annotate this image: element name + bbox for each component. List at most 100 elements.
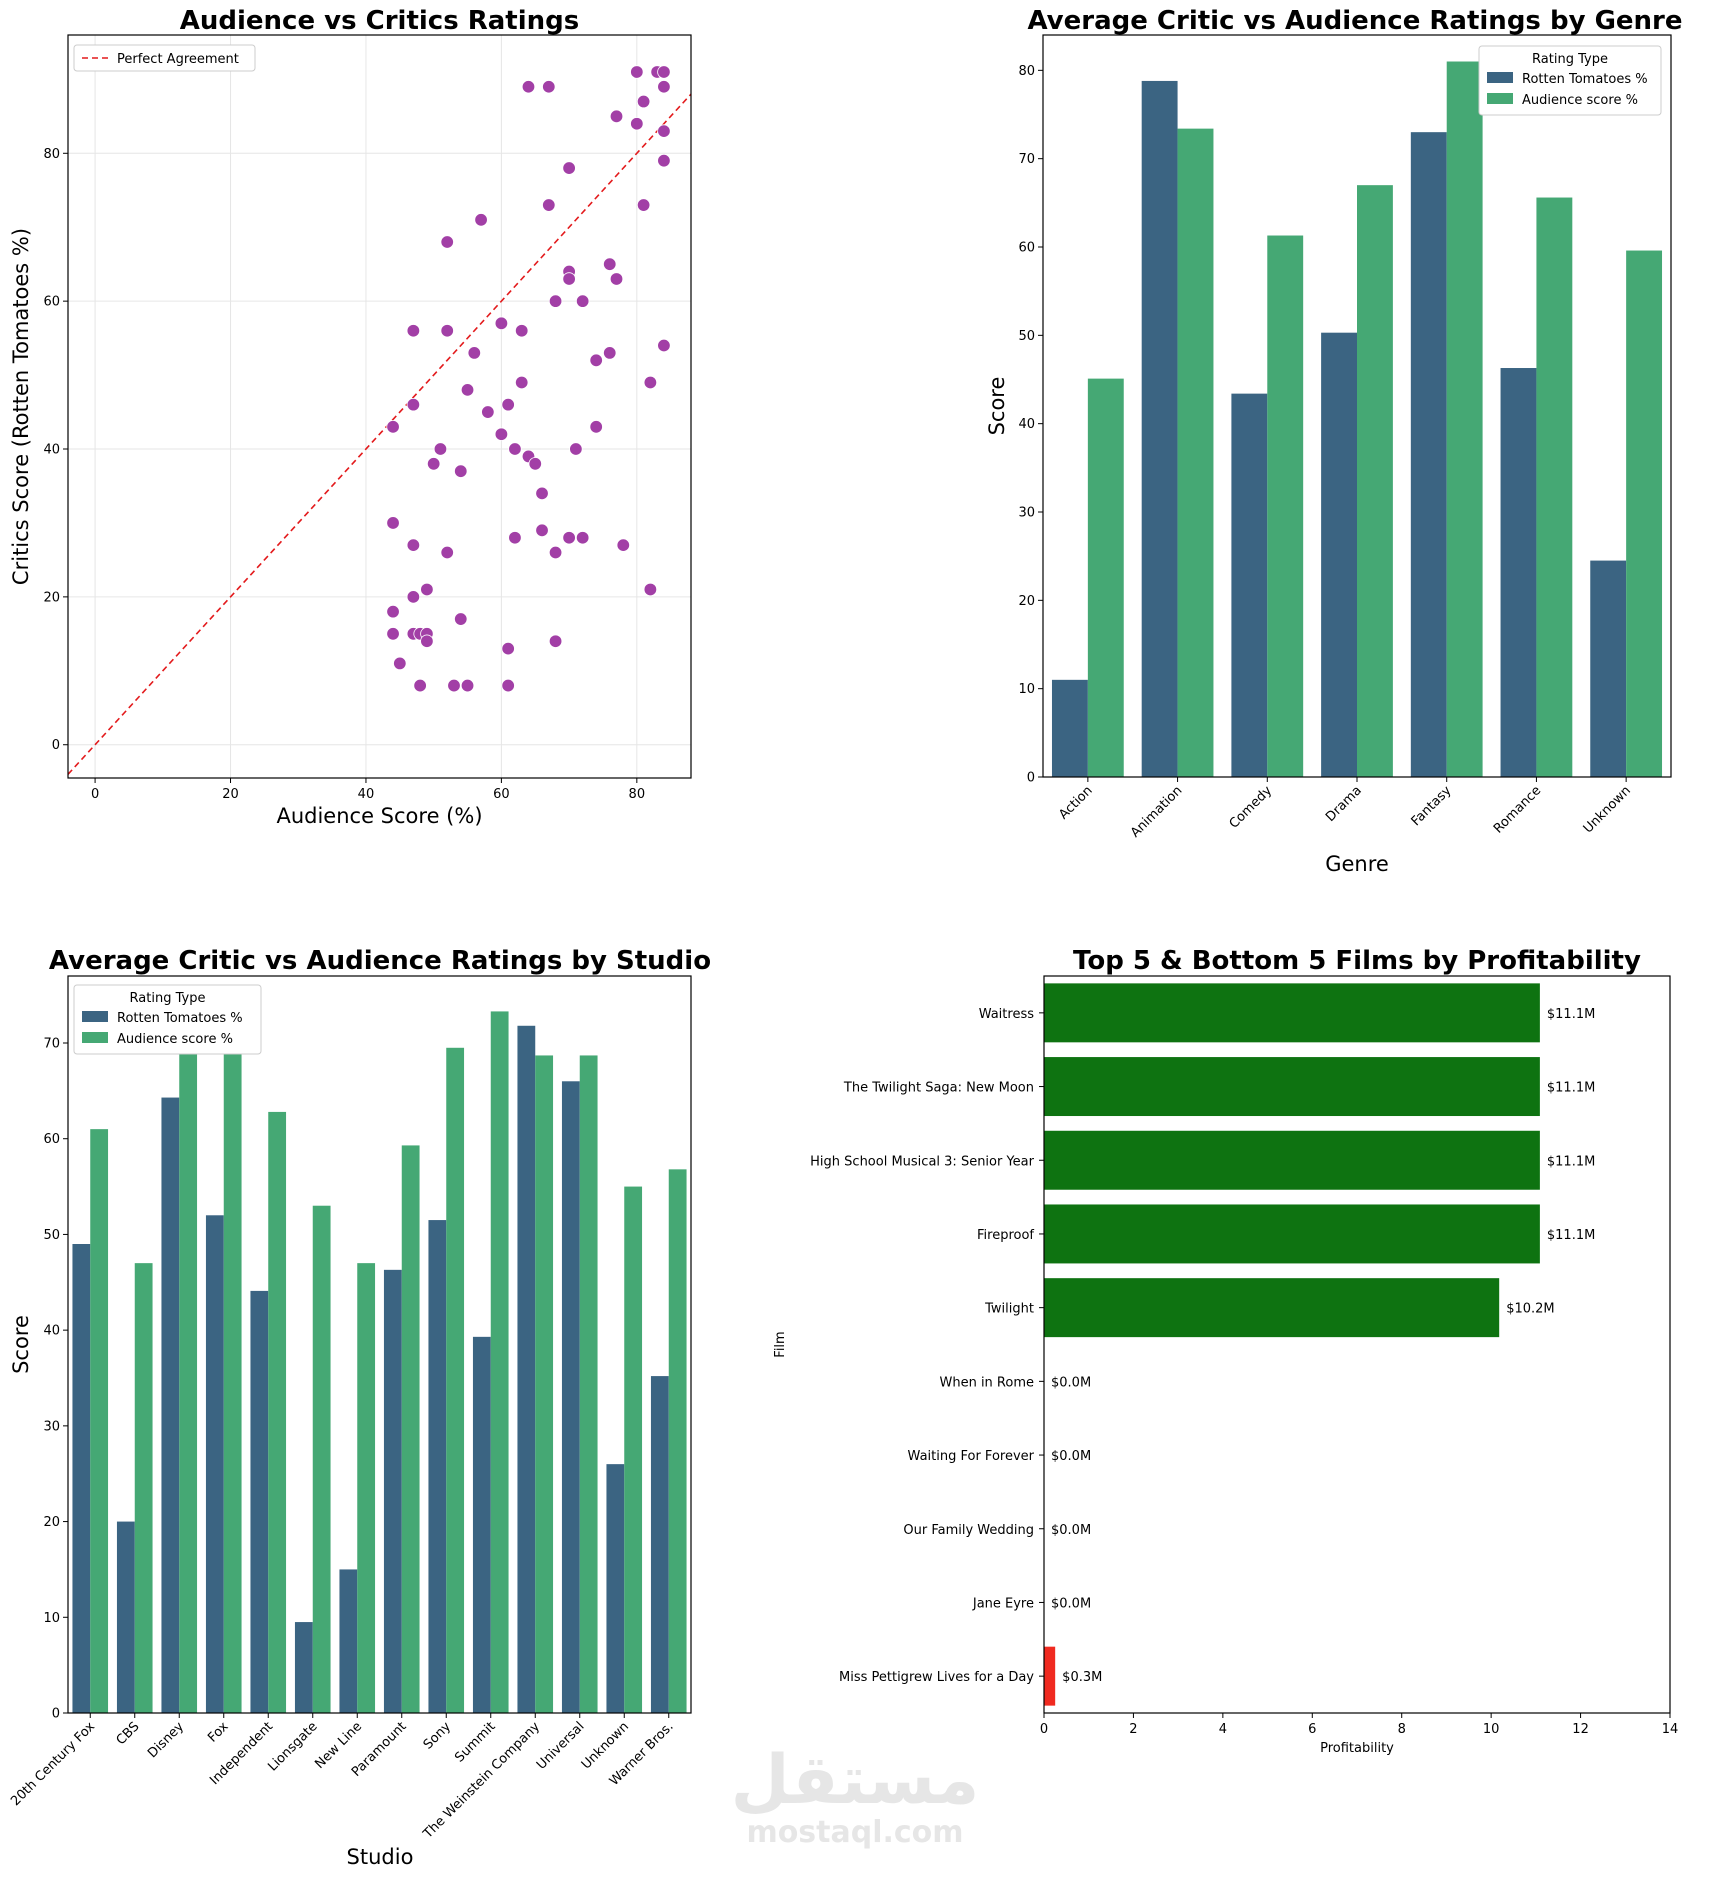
y-tick-label: 80: [43, 147, 60, 162]
x-tick-label: Fantasy: [1409, 783, 1455, 829]
audience-score-bar: [401, 1145, 420, 1713]
x-tick-label: 4: [1219, 1722, 1227, 1737]
scatter-point: [467, 346, 482, 360]
rotten-tomatoes-bar: [1321, 332, 1357, 777]
legend-label: Perfect Agreement: [117, 52, 239, 67]
legend: Perfect Agreement: [73, 44, 256, 72]
y-axis-label: Critics Score (Rotten Tomatoes %): [9, 228, 33, 585]
y-axis-label: Film: [773, 1331, 788, 1357]
scatter-point: [542, 198, 556, 212]
legend-box: [73, 44, 256, 72]
scatter-point: [657, 338, 671, 353]
legend-swatch: [1487, 72, 1513, 83]
rotten-tomatoes-bar: [1500, 368, 1537, 777]
bar-value-label: $11.1M: [1547, 1228, 1595, 1243]
chart-title: Average Critic vs Audience Ratings by St…: [49, 946, 711, 976]
rotten-tomatoes-bar: [72, 1244, 91, 1713]
x-tick-label: 2: [1129, 1722, 1137, 1737]
audience-score-bar: [1536, 197, 1573, 778]
scatter-point: [515, 375, 529, 390]
scatter-point: [501, 678, 515, 693]
scatter-point: [548, 634, 563, 648]
bar-value-label: $10.2M: [1506, 1302, 1554, 1317]
audience-score-bar: [1357, 185, 1393, 777]
scatter-point: [413, 678, 427, 693]
audience-score-bar: [490, 1011, 509, 1713]
x-tick-label: 20: [222, 787, 239, 802]
scatter-point: [603, 346, 617, 360]
x-tick-label: Sony: [421, 1719, 455, 1753]
audience-score-bar: [1626, 250, 1663, 778]
bar-value-label: $0.0M: [1051, 1449, 1091, 1464]
legend-swatch: [82, 1011, 108, 1022]
x-tick-label: Summit: [452, 1719, 498, 1765]
scatter-point: [630, 65, 644, 79]
scatter-point: [406, 324, 421, 338]
y-tick-label: Miss Pettigrew Lives for a Day: [839, 1670, 1034, 1685]
scatter-point: [535, 486, 549, 501]
scatter-point: [460, 678, 475, 693]
top-film-bar: [1044, 1204, 1540, 1264]
scatter-point: [386, 627, 400, 641]
audience-score-bar: [1177, 128, 1214, 778]
x-tick-label: 6: [1308, 1722, 1316, 1737]
scatter-point: [515, 324, 529, 338]
bar-value-label: $0.3M: [1062, 1670, 1102, 1685]
y-tick-label: Twilight: [984, 1302, 1034, 1317]
scatter-point: [657, 80, 671, 94]
legend-label: Rotten Tomatoes %: [117, 1011, 243, 1026]
top-film-bar: [1044, 1278, 1500, 1338]
y-tick-label: 20: [43, 1515, 60, 1530]
audience-score-bar: [268, 1111, 287, 1713]
audience-score-bar: [312, 1205, 331, 1713]
scatter-point: [562, 272, 576, 286]
scatter-point: [616, 538, 630, 552]
plot-frame: [67, 975, 692, 1714]
legend-box: [73, 984, 262, 1055]
x-tick-label: 0: [1040, 1722, 1048, 1737]
scatter-point: [494, 316, 509, 331]
watermark-logo: مستقل: [731, 1741, 980, 1820]
legend-label: Audience score %: [1522, 93, 1638, 108]
y-tick-label: 50: [1018, 329, 1035, 344]
y-tick-label: 70: [43, 1037, 60, 1052]
scatter-point: [501, 397, 515, 412]
chart-title: Average Critic vs Audience Ratings by Ge…: [1027, 6, 1682, 36]
legend-box: [1478, 45, 1662, 116]
y-tick-label: Waitress: [979, 1007, 1035, 1022]
scatter-point: [603, 257, 617, 271]
audience-score-bar: [1446, 61, 1483, 777]
y-tick-label: 60: [43, 1132, 60, 1147]
genre-bar-panel: Action Animation Comedy Drama Fantasy Romance…: [985, 6, 1683, 876]
audience-score-bar: [668, 1169, 687, 1713]
bar-value-label: $0.0M: [1051, 1375, 1091, 1390]
y-tick-label: High School Musical 3: Senior Year: [810, 1154, 1034, 1169]
bottom-film-bar: [1044, 1646, 1056, 1706]
y-tick-label: 40: [43, 443, 60, 458]
rotten-tomatoes-bar: [561, 1081, 580, 1713]
scatter-point: [447, 678, 461, 693]
y-tick-label: 40: [1018, 417, 1035, 432]
scatter-point: [393, 656, 407, 671]
legend-swatch: [1487, 93, 1513, 104]
rotten-tomatoes-bar: [1231, 393, 1268, 777]
x-tick-label: Comedy: [1227, 783, 1276, 832]
scatter-point: [643, 582, 658, 597]
scatter-point: [548, 545, 563, 560]
audience-score-bar: [535, 1055, 554, 1713]
scatter-point: [420, 582, 434, 597]
y-tick-label: 20: [43, 590, 60, 605]
audience-score-bar: [90, 1129, 109, 1713]
scatter-point: [657, 153, 671, 168]
y-tick-label: 0: [52, 738, 60, 753]
chart-title: Audience vs Critics Ratings: [180, 6, 579, 36]
y-tick-label: Fireproof: [977, 1228, 1034, 1243]
legend-label: Rotten Tomatoes %: [1522, 72, 1648, 87]
bar-value-label: $11.1M: [1547, 1081, 1595, 1096]
bar-value-label: $11.1M: [1547, 1007, 1595, 1022]
scatter-point: [657, 65, 671, 79]
x-tick-label: Disney: [145, 1719, 187, 1761]
y-tick-label: 80: [1018, 64, 1035, 79]
legend: Rating Type Rotten Tomatoes % Audience sco…: [73, 984, 262, 1055]
